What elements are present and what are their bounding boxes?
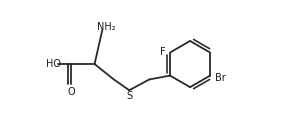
Text: O: O — [68, 87, 75, 97]
Text: S: S — [126, 91, 132, 101]
Text: NH₂: NH₂ — [97, 22, 115, 32]
Text: F: F — [160, 47, 165, 57]
Text: HO: HO — [45, 59, 60, 69]
Text: Br: Br — [216, 73, 226, 83]
